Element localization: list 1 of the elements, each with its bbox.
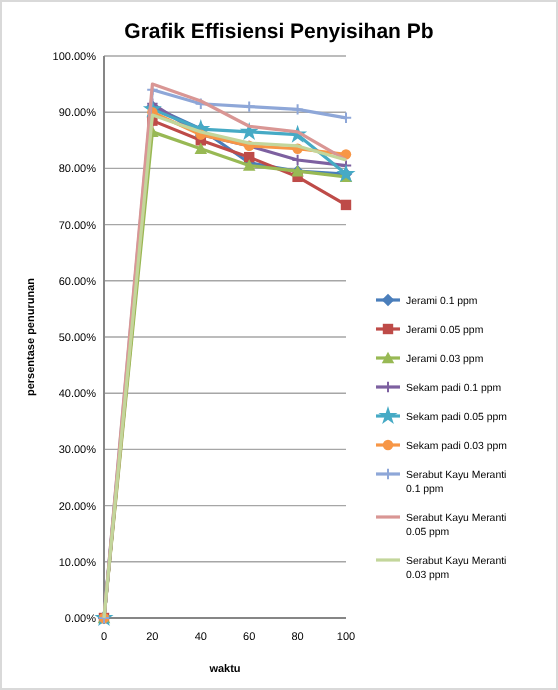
chart-title: Grafik Effisiensi Penyisihan Pb bbox=[124, 20, 434, 44]
